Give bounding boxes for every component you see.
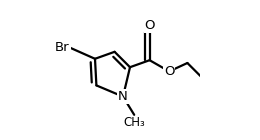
Text: O: O	[144, 19, 155, 32]
Text: CH₃: CH₃	[123, 116, 145, 129]
Text: Br: Br	[55, 41, 70, 54]
Text: O: O	[164, 65, 174, 78]
Text: N: N	[118, 90, 128, 103]
